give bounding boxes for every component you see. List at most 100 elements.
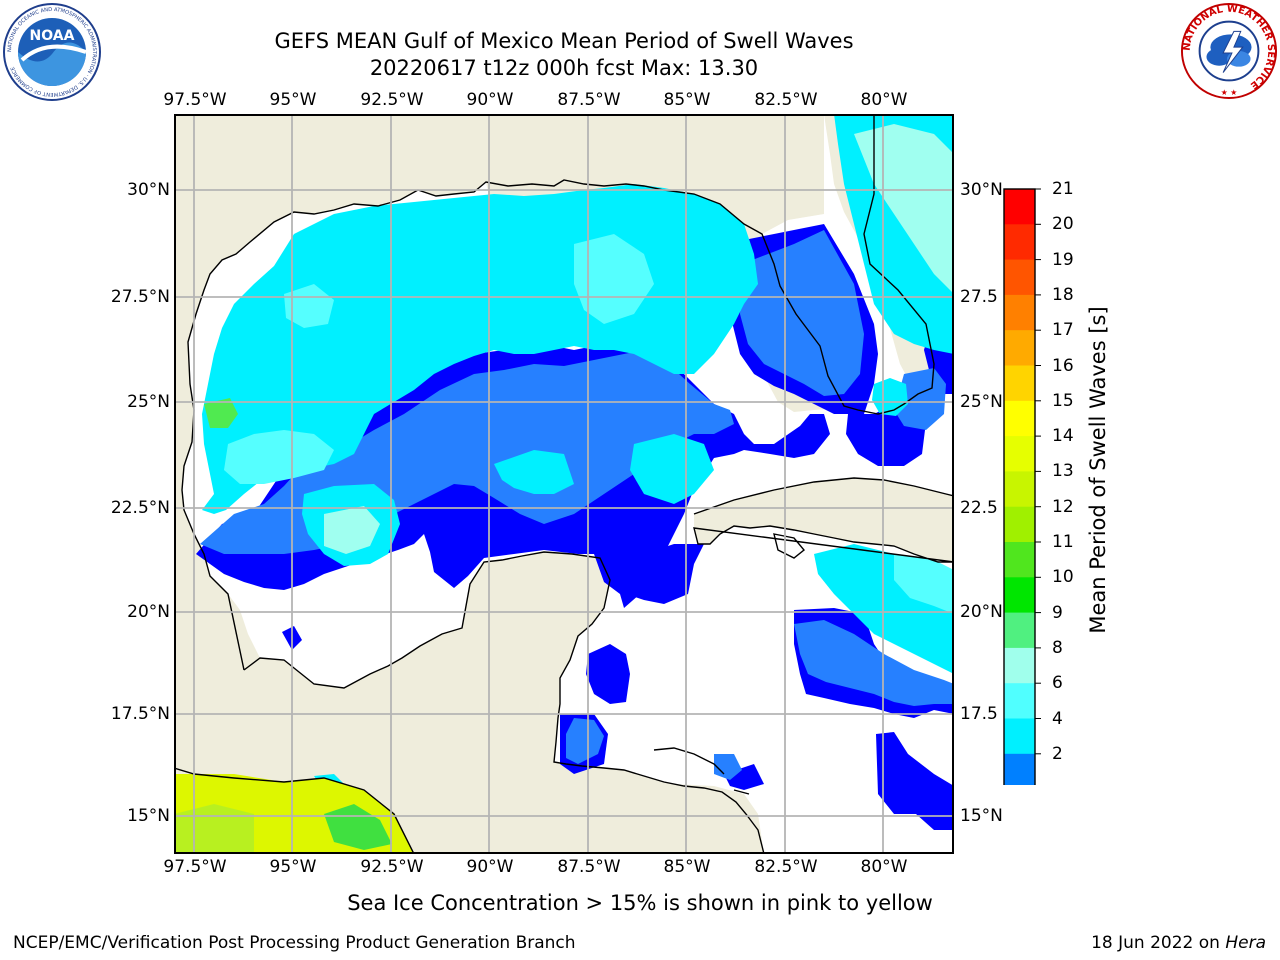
colorbar-tick-label: 6 <box>1052 673 1063 694</box>
colorbar-segment <box>1004 189 1035 225</box>
coast-gulf <box>181 114 935 671</box>
field-aqua-atlantic <box>854 124 954 294</box>
svg-text:★ ★: ★ ★ <box>1221 88 1238 97</box>
top-lon-label: 82.5°W <box>754 90 818 110</box>
coastlines <box>174 114 954 854</box>
bottom-lon-label: 87.5°W <box>557 857 621 877</box>
footer-date-text: 18 Jun 2022 on <box>1091 933 1226 953</box>
colorbar-tick-label: 8 <box>1052 637 1063 658</box>
colorbar-segment <box>1004 647 1035 684</box>
bottom-lon-label: 80°W <box>860 857 908 877</box>
coast-honduras-islands <box>653 747 750 795</box>
right-lat-label: 25°N <box>960 392 1003 412</box>
right-lat-label: 27.5 <box>960 287 998 307</box>
colorbar-segment <box>1004 400 1035 437</box>
field-mid-blue-shelf <box>740 230 864 396</box>
right-lat-label: 15°N <box>960 806 1003 826</box>
field-mid-blue-carib <box>794 620 954 706</box>
map-title: GEFS MEAN Gulf of Mexico Mean Period of … <box>274 29 854 53</box>
left-lat-label: 17.5°N <box>110 704 170 724</box>
nws-logo: NATIONAL WEATHER SERVICE ★ ★ <box>1180 2 1278 100</box>
field-green2-pacific <box>174 804 254 854</box>
bottom-lon-label: 92.5°W <box>360 857 424 877</box>
field-dark-blue-yucatan <box>614 544 704 604</box>
field-green-speck <box>204 398 238 428</box>
colorbar-tick-label: 17 <box>1052 320 1074 341</box>
field-cyan-central-east <box>630 434 714 504</box>
colorbar-segment <box>1004 683 1035 719</box>
right-lat-label: 30°N <box>960 180 1003 200</box>
field-dark-blue-carib-se <box>876 732 954 830</box>
bottom-lon-label: 82.5°W <box>754 857 818 877</box>
field-aqua-carib <box>894 554 954 614</box>
colorbar-segment <box>1004 436 1035 472</box>
footer-host: Hera <box>1225 933 1266 953</box>
left-lat-label: 20°N <box>127 602 170 622</box>
left-lat-label: 27.5°N <box>110 287 170 307</box>
coast-pacific <box>174 767 415 854</box>
sea-ice-note: Sea Ice Concentration > 15% is shown in … <box>347 891 933 915</box>
colorbar-tick-label: 13 <box>1052 461 1074 482</box>
left-lat-label: 15°N <box>127 806 170 826</box>
top-lon-label: 87.5°W <box>557 90 621 110</box>
colorbar-segment <box>1004 612 1035 649</box>
map-area <box>174 114 954 854</box>
colorbar-segment <box>1004 259 1035 296</box>
colorbar-segment <box>1004 718 1035 755</box>
map-frame <box>174 114 954 854</box>
colorbar-tick-label: 10 <box>1052 567 1074 588</box>
colorbar-tick-label: 14 <box>1052 426 1074 447</box>
coast-isla-juventud <box>773 533 805 559</box>
field-aqua-north-central <box>574 234 654 324</box>
top-lon-label: 90°W <box>466 90 514 110</box>
map-subtitle: 20220617 t12z 000h fcst Max: 13.30 <box>369 56 759 80</box>
colorbar <box>1003 188 1041 785</box>
colorbar-tick-label: 16 <box>1052 355 1074 376</box>
colorbar-segment <box>1004 577 1035 614</box>
footer-credit: NCEP/EMC/Verification Post Processing Pr… <box>13 933 576 953</box>
field-cyan-central <box>494 450 574 494</box>
right-lat-label: 17.5 <box>960 704 998 724</box>
right-lat-label: 20°N <box>960 602 1003 622</box>
colorbar-tick-label: 20 <box>1052 214 1074 235</box>
colorbar-tick-label: 11 <box>1052 532 1074 552</box>
bottom-lon-label: 97.5°W <box>163 857 227 877</box>
colorbar-segment <box>1004 224 1035 261</box>
top-lon-label: 92.5°W <box>360 90 424 110</box>
left-lat-label: 22.5°N <box>110 498 170 518</box>
top-lon-label: 95°W <box>269 90 317 110</box>
colorbar-tick-label: 9 <box>1052 602 1063 623</box>
coast-mexico-central-am <box>243 551 765 854</box>
colorbar-segment <box>1004 542 1035 578</box>
noaa-logo: NATIONAL OCEANIC AND ATMOSPHERIC ADMINIS… <box>3 3 101 101</box>
left-lat-label: 25°N <box>127 392 170 412</box>
coast-cuba <box>693 477 954 563</box>
bottom-lon-label: 85°W <box>663 857 711 877</box>
land-honduras <box>674 784 764 854</box>
field-mid-blue-speck <box>714 754 742 780</box>
noaa-wordmark: NOAA <box>30 28 75 44</box>
top-lon-label: 80°W <box>860 90 908 110</box>
colorbar-tick-label: 2 <box>1052 743 1063 764</box>
colorbar-tick-label: 18 <box>1052 284 1074 305</box>
colorbar-tick-label: 15 <box>1052 390 1074 411</box>
right-lat-label: 22.5 <box>960 498 998 518</box>
colorbar-tick-label: 19 <box>1052 249 1074 270</box>
grid-lines <box>174 114 954 854</box>
colorbar-segment <box>1004 365 1035 402</box>
top-lon-label: 97.5°W <box>163 90 227 110</box>
top-lon-label: 85°W <box>663 90 711 110</box>
colorbar-segment <box>1004 471 1035 508</box>
colorbar-tick-label: 4 <box>1052 708 1063 729</box>
field-mid-blue-belize <box>566 718 604 764</box>
colorbar-segment <box>1004 330 1035 366</box>
field-dark-blue-speck2 <box>724 764 764 790</box>
land-cuba <box>694 478 954 562</box>
bottom-lon-label: 95°W <box>269 857 317 877</box>
field-aqua-west <box>224 430 334 484</box>
colorbar-label: Mean Period of Swell Waves [s] <box>1086 306 1110 634</box>
bottom-lon-label: 90°W <box>466 857 514 877</box>
colorbar-segment <box>1004 753 1035 785</box>
colorbar-segment <box>1004 294 1035 331</box>
colorbar-segment <box>1004 506 1035 543</box>
